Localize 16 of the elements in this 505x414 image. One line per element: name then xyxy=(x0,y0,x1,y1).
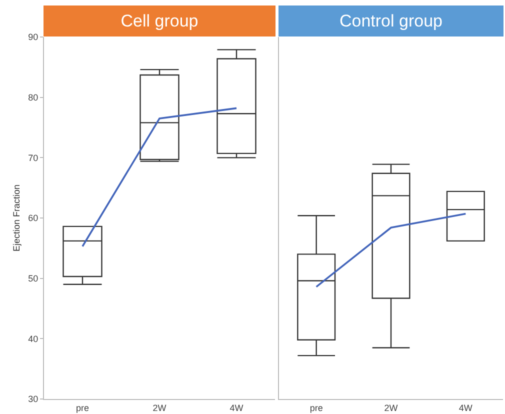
x-tick-label: pre xyxy=(310,402,323,413)
y-tick-label: 50 xyxy=(28,273,38,284)
x-tick-label: 2W xyxy=(152,402,167,413)
x-tick-label: 4W xyxy=(458,402,473,413)
y-tick-label: 60 xyxy=(28,213,38,224)
chart-title: Cell group xyxy=(120,12,198,30)
x-tick-label: 2W xyxy=(384,402,398,413)
y-tick-label: 90 xyxy=(28,32,38,42)
chart-title: Control group xyxy=(339,12,443,30)
y-tick-label: 30 xyxy=(28,394,38,404)
x-tick-label: pre xyxy=(76,402,90,413)
y-tick-label: 40 xyxy=(28,334,38,344)
y-axis-title: Ejection Fraction xyxy=(12,184,22,252)
y-tick-label: 80 xyxy=(28,92,38,102)
y-tick-label: 70 xyxy=(28,152,38,163)
x-tick-label: 4W xyxy=(230,402,244,413)
